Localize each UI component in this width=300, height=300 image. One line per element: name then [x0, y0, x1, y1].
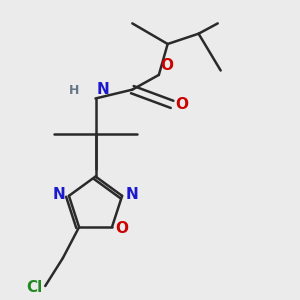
- Text: N: N: [126, 187, 138, 202]
- Text: O: O: [160, 58, 173, 74]
- Text: H: H: [69, 84, 79, 97]
- Text: Cl: Cl: [26, 280, 42, 295]
- Text: N: N: [52, 187, 65, 202]
- Text: N: N: [97, 82, 110, 97]
- Text: O: O: [176, 97, 189, 112]
- Text: O: O: [116, 221, 128, 236]
